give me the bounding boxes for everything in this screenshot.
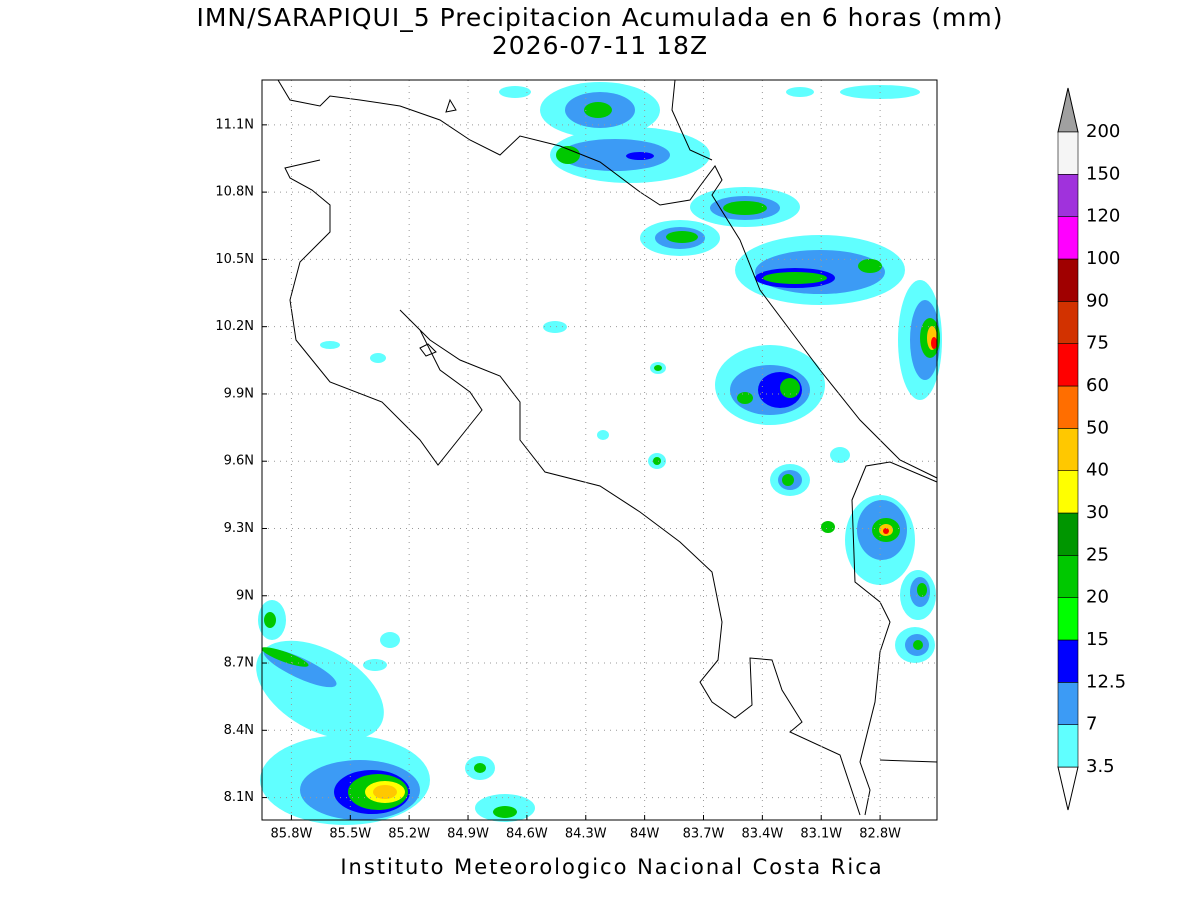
colorbar-label: 75 xyxy=(1086,333,1109,354)
colorbar-over xyxy=(1057,87,1079,133)
x-tick-label: 85.8W xyxy=(271,827,313,842)
colorbar-box xyxy=(1057,512,1079,556)
colorbar-label: 20 xyxy=(1086,587,1109,608)
colorbar-label: 40 xyxy=(1086,460,1109,481)
y-tick-label: 9N xyxy=(236,588,254,603)
colorbar-label: 200 xyxy=(1086,121,1120,142)
x-tick-label: 84.3W xyxy=(565,827,607,842)
colorbar-box xyxy=(1057,385,1079,429)
y-tick-label: 8.1N xyxy=(224,790,254,805)
colorbar-box xyxy=(1057,174,1079,217)
colorbar-label: 120 xyxy=(1086,206,1120,227)
colorbar-label: 90 xyxy=(1086,290,1109,311)
colorbar-label: 15 xyxy=(1086,629,1109,650)
x-tick-label: 84W xyxy=(630,827,660,842)
colorbar-label: 60 xyxy=(1086,375,1109,396)
colorbar-label: 100 xyxy=(1086,248,1120,269)
colorbar-box xyxy=(1057,258,1079,302)
x-tick-label: 83.1W xyxy=(800,827,842,842)
map-frame xyxy=(261,79,938,821)
x-tick-label: 84.9W xyxy=(447,827,489,842)
colorbar-label: 150 xyxy=(1086,163,1120,184)
y-tick-label: 9.9N xyxy=(224,386,254,401)
coastlines xyxy=(277,79,938,816)
colorbar-box xyxy=(1057,682,1079,725)
colorbar-box xyxy=(1057,639,1079,683)
colorbar-box xyxy=(1057,301,1079,344)
x-tick-label: 82.8W xyxy=(859,827,901,842)
axes: 85.8W 85.5W 85.2W 84.9W 84.6W 84.3W 84W 83.7W 83… xyxy=(215,80,937,842)
colorbar-under xyxy=(1057,766,1079,811)
subtitle: 2026-07-11 18Z xyxy=(492,31,708,60)
colorbar-label: 50 xyxy=(1086,417,1109,438)
colorbar-label: 7 xyxy=(1086,714,1097,735)
y-tick-label: 10.2N xyxy=(215,319,254,334)
x-tick-label: 85.5W xyxy=(329,827,371,842)
colorbar-box xyxy=(1057,724,1079,768)
y-tick-label: 10.5N xyxy=(215,252,254,267)
x-tick-label: 84.6W xyxy=(506,827,548,842)
colorbar-box xyxy=(1057,597,1079,641)
colorbar-label: 30 xyxy=(1086,502,1109,523)
colorbar-box xyxy=(1057,555,1079,598)
colorbar: 3.5 7 12.5 15 20 25 30 40 50 60 75 90 100 120 150 200 xyxy=(1057,87,1126,811)
colorbar-box xyxy=(1057,131,1079,175)
y-tick-label: 8.7N xyxy=(224,656,254,671)
y-tick-label: 8.4N xyxy=(224,723,254,738)
colorbar-box xyxy=(1057,428,1079,471)
colorbar-label: 25 xyxy=(1086,544,1109,565)
y-tick-label: 10.8N xyxy=(215,185,254,200)
colorbar-box xyxy=(1057,343,1079,387)
x-tick-label: 83.4W xyxy=(741,827,783,842)
colorbar-box xyxy=(1057,470,1079,514)
y-tick-label: 11.1N xyxy=(215,117,254,132)
precipitation-field xyxy=(256,82,942,825)
colorbar-label: 12.5 xyxy=(1086,671,1126,692)
y-tick-label: 9.6N xyxy=(224,454,254,469)
footer: Instituto Meteorologico Nacional Costa R… xyxy=(340,855,883,879)
x-tick-label: 83.7W xyxy=(683,827,725,842)
title: IMN/SARAPIQUI_5 Precipitacion Acumulada … xyxy=(196,3,1003,32)
colorbar-box xyxy=(1057,216,1079,260)
x-tick-label: 85.2W xyxy=(388,827,430,842)
y-tick-label: 9.3N xyxy=(224,521,254,536)
colorbar-label: 3.5 xyxy=(1086,756,1115,777)
